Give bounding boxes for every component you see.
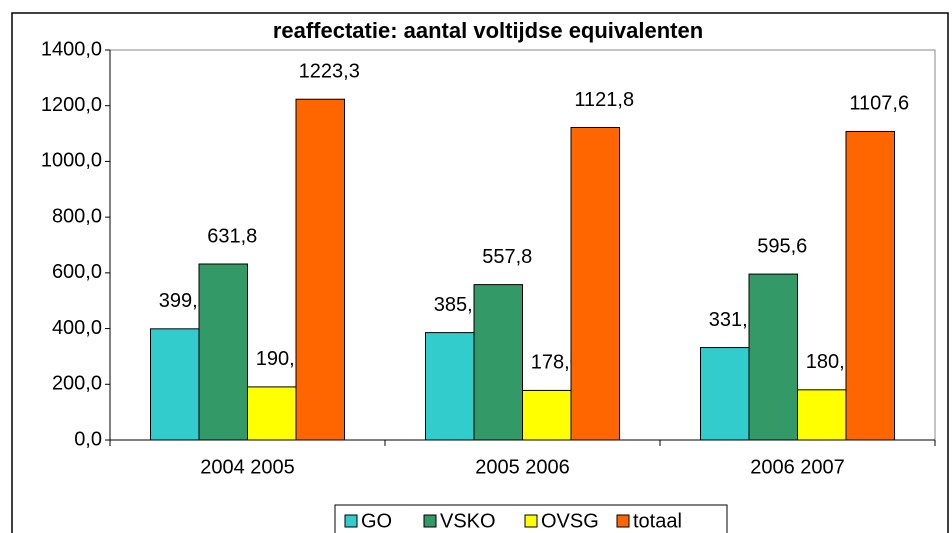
legend-label: OVSG [541,510,599,532]
bar [522,389,572,441]
bar [748,273,798,441]
value-label: 1121,8 [574,89,634,111]
value-label: 557,8 [482,246,532,268]
legend-swatch [423,514,437,528]
bar [473,284,523,441]
x-tick-label: 2006 2007 [750,456,845,478]
bar [570,126,620,441]
y-tick-label: 1200,0 [41,94,102,116]
y-tick-label: 200,0 [52,373,102,395]
bar [150,328,200,441]
value-label: 399,1 [159,290,209,312]
bar [198,263,248,441]
value-label: 331,9 [709,309,759,331]
legend-swatch [344,514,358,528]
value-label: 190,6 [256,348,306,370]
bar [700,347,750,441]
bar [247,386,297,441]
y-tick-label: 1000,0 [41,150,102,172]
x-tick-label: 2004 2005 [200,456,295,478]
value-label: 595,6 [757,235,807,257]
value-label: 1107,6 [849,93,909,115]
legend-swatch [616,514,630,528]
value-label: 178,0 [531,352,581,374]
value-label: 631,8 [207,225,257,247]
legend-label: totaal [633,510,682,532]
y-tick-label: 600,0 [52,261,102,283]
y-tick-label: 1400,0 [41,38,102,60]
bar [797,389,847,441]
bar [845,130,895,441]
value-label: 385,5 [434,294,484,316]
legend-label: GO [361,510,392,532]
y-tick-label: 800,0 [52,205,102,227]
value-label: 1223,3 [299,61,360,83]
bar [425,332,475,441]
value-label: 180,1 [806,351,856,373]
y-tick-label: 400,0 [52,317,102,339]
legend-swatch [524,514,538,528]
chart-title: reaffectatie: aantal voltijdse equivalen… [273,18,703,43]
bar [295,98,345,441]
legend-label: VSKO [440,510,496,532]
y-tick-label: 0,0 [74,428,102,450]
x-tick-label: 2005 2006 [475,456,570,478]
